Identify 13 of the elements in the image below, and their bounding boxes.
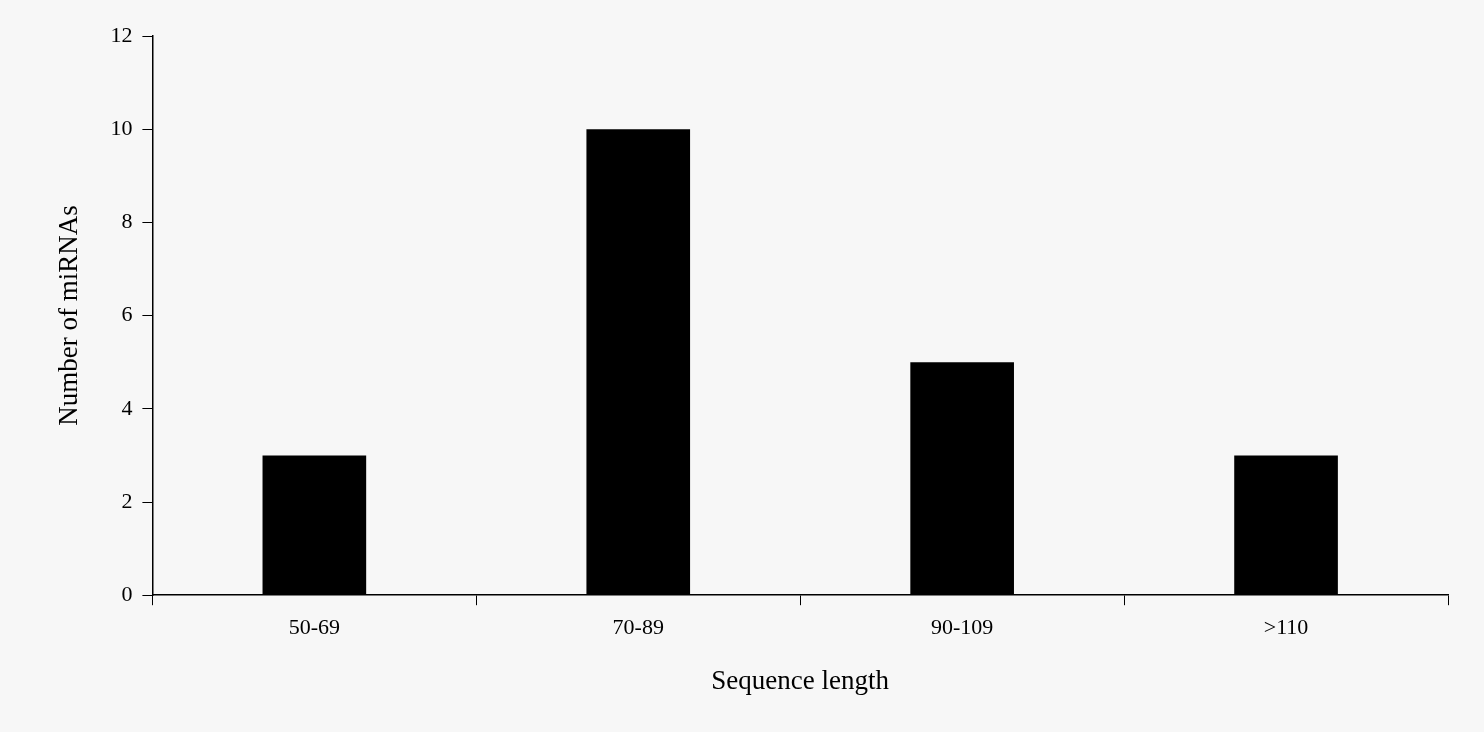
y-tick-label: 0 [121,580,133,606]
x-axis-title: Sequence length [711,664,890,695]
x-tick-label: 50-69 [288,614,341,640]
x-tick-label: >110 [1263,614,1309,640]
y-axis-title: Number of miRNAs [53,205,84,426]
x-tick-label: 70-89 [612,614,664,640]
y-tick-label: 4 [121,394,133,420]
y-tick-label: 6 [121,301,133,327]
x-tick-label: 90-109 [930,614,994,640]
y-tick-label: 8 [121,208,133,234]
y-tick-label: 10 [110,114,133,140]
y-tick-label: 2 [121,487,133,513]
y-tick-label: 12 [110,21,133,47]
